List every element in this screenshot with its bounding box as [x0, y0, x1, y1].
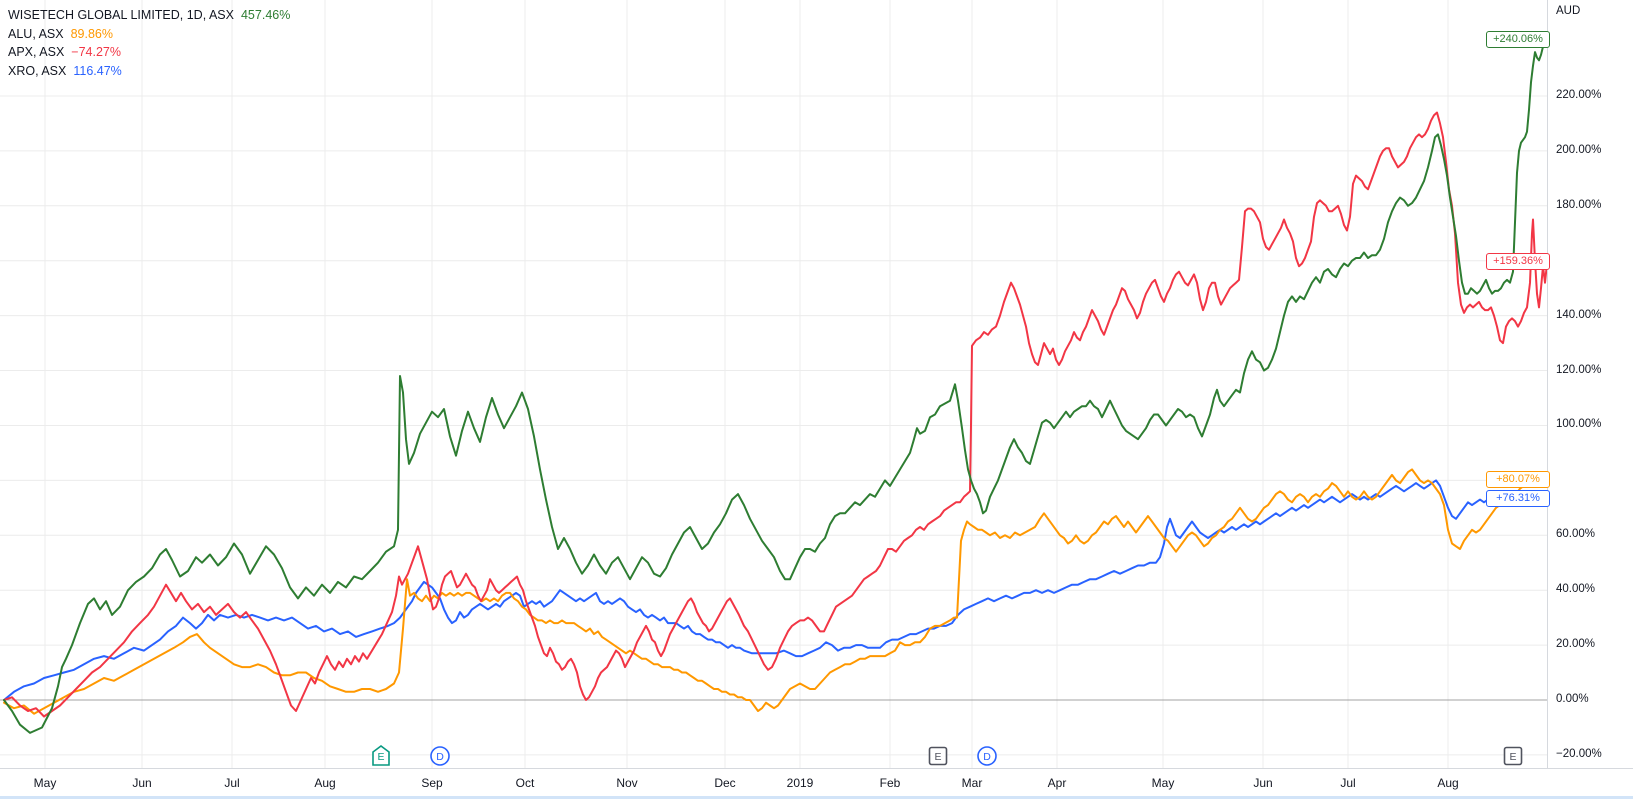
- last-value-badge-apx: +159.36%: [1486, 252, 1550, 270]
- price-tick-label: 180.00%: [1556, 198, 1602, 211]
- time-axis-label: Jun: [1253, 776, 1273, 790]
- series-line-xro[interactable]: [3, 479, 1547, 701]
- time-axis-label: Sep: [421, 776, 443, 790]
- series-line-wtc[interactable]: [3, 40, 1547, 734]
- price-tick-label: 220.00%: [1556, 88, 1602, 101]
- time-axis-label: Apr: [1047, 776, 1067, 790]
- legend-row-wtc[interactable]: WISETECH GLOBAL LIMITED, 1D, ASX 457.46%: [8, 6, 290, 25]
- time-axis-label: Mar: [961, 776, 983, 790]
- time-axis-label: May: [33, 776, 57, 790]
- time-axis[interactable]: May Jun Jul Aug Sep Oct Nov Dec 2019 Feb Mar Apr May…: [0, 768, 1633, 799]
- legend-change-value: 457.46%: [240, 8, 291, 22]
- time-axis-label: Aug: [1437, 776, 1459, 790]
- currency-label: AUD: [1556, 5, 1581, 17]
- time-axis-label: Jul: [1340, 776, 1356, 790]
- time-axis-label: Aug: [314, 776, 336, 790]
- legend-change-value: −74.27%: [71, 45, 121, 59]
- price-tick-label: 0.00%: [1556, 693, 1589, 705]
- earnings-marker[interactable]: E: [928, 746, 948, 766]
- svg-text:D: D: [436, 751, 444, 763]
- time-axis-label: Nov: [616, 776, 638, 790]
- legend-symbol-label: XRO, ASX: [8, 63, 67, 78]
- price-axis[interactable]: AUD 220.00% 200.00% 180.00% 140.00% 120.00% 1…: [1486, 0, 1633, 768]
- time-axis-label: Jul: [224, 776, 240, 790]
- price-tick-label: 20.00%: [1556, 638, 1596, 651]
- last-value-badge-xro: +76.31%: [1486, 489, 1550, 507]
- price-tick-label: 100.00%: [1556, 418, 1602, 431]
- svg-text:D: D: [983, 751, 991, 763]
- legend-row-xro[interactable]: XRO, ASX 116.47%: [8, 62, 290, 81]
- chart-legend: WISETECH GLOBAL LIMITED, 1D, ASX 457.46% A…: [8, 6, 290, 80]
- horizontal-gridlines: [0, 95, 1547, 756]
- price-tick-label: −20.00%: [1556, 747, 1602, 760]
- series-line-apx[interactable]: [3, 111, 1547, 718]
- dividend-marker[interactable]: D: [430, 746, 450, 766]
- window-bottom-edge: [0, 796, 1633, 799]
- legend-change-value: 89.86%: [70, 26, 113, 41]
- svg-text:E: E: [377, 751, 384, 763]
- price-tick-label: 120.00%: [1556, 363, 1602, 376]
- time-axis-label: Jun: [132, 776, 152, 790]
- dividend-marker[interactable]: D: [977, 746, 997, 766]
- series-line-alu[interactable]: [3, 468, 1547, 715]
- legend-change-value: 116.47%: [73, 63, 122, 78]
- price-tick-label: 140.00%: [1556, 308, 1602, 321]
- time-axis-label: May: [1151, 776, 1175, 790]
- earnings-marker[interactable]: E: [1503, 746, 1523, 766]
- legend-symbol-label: ALU, ASX: [8, 26, 64, 41]
- earnings-upcoming-marker[interactable]: E: [372, 745, 390, 766]
- last-value-badge-alu: +80.07%: [1486, 470, 1550, 488]
- price-tick-label: 60.00%: [1556, 528, 1596, 541]
- price-tick-label: 200.00%: [1556, 143, 1602, 156]
- vertical-gridlines: [44, 0, 1449, 768]
- time-axis-label: 2019: [786, 776, 814, 790]
- legend-symbol-label: WISETECH GLOBAL LIMITED, 1D, ASX: [8, 8, 234, 22]
- legend-symbol-label: APX, ASX: [8, 45, 65, 59]
- time-axis-label: Feb: [879, 776, 901, 790]
- time-axis-label: Oct: [515, 776, 535, 790]
- svg-text:E: E: [1509, 751, 1516, 763]
- svg-text:E: E: [934, 751, 941, 763]
- last-value-badge-wtc: +240.06%: [1486, 31, 1550, 49]
- legend-row-apx[interactable]: APX, ASX −74.27%: [8, 43, 290, 62]
- price-tick-label: 40.00%: [1556, 583, 1596, 596]
- legend-row-alu[interactable]: ALU, ASX 89.86%: [8, 25, 290, 44]
- time-axis-label: Dec: [714, 776, 736, 790]
